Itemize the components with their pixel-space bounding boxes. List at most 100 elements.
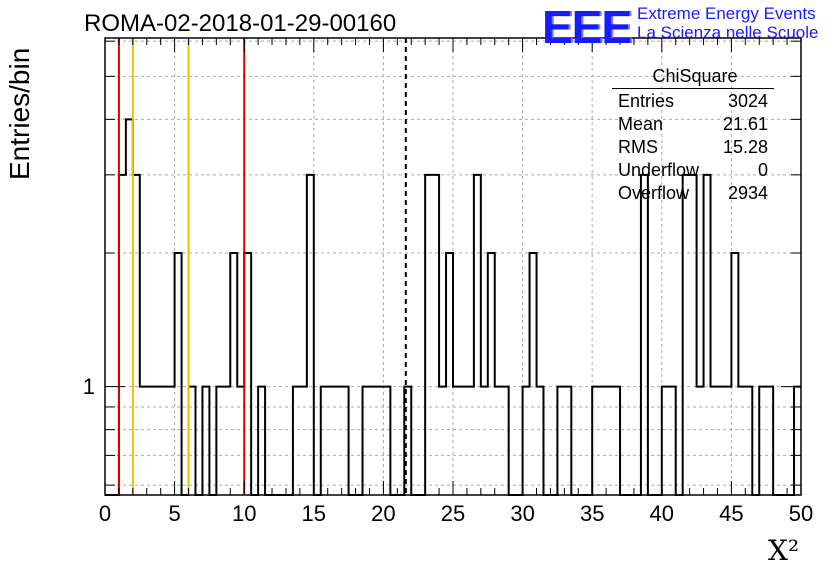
stats-row-underflow: Underflow 0 — [612, 159, 774, 182]
x-tick-label: 45 — [719, 501, 744, 526]
stats-value: 3024 — [727, 91, 768, 111]
x-tick-label: 30 — [510, 501, 535, 526]
histogram-bin — [592, 387, 599, 495]
stats-label: Overflow — [618, 183, 690, 203]
histogram-bin — [481, 387, 488, 495]
histogram-bin — [613, 387, 620, 495]
stats-value: 15.28 — [722, 137, 768, 157]
histogram-bin — [606, 387, 613, 495]
histogram-bin — [745, 387, 752, 495]
stats-title: ChiSquare — [612, 66, 774, 89]
histogram-bin — [230, 253, 237, 495]
histogram-bin — [154, 387, 161, 495]
eee-logo: EEE — [542, 1, 632, 53]
threshold-lines — [117, 38, 407, 495]
histogram-bin — [161, 387, 168, 495]
stats-label: Mean — [618, 114, 664, 134]
histogram-bin — [564, 387, 571, 495]
histogram-bin — [523, 387, 530, 495]
histogram-bin — [683, 175, 690, 495]
histogram-bin — [189, 387, 196, 495]
x-tick-label: 50 — [788, 501, 814, 526]
stats-value: 2934 — [727, 183, 768, 203]
histogram-bin — [300, 387, 307, 495]
logo-tagline-1: Extreme Energy Events — [637, 4, 816, 23]
histogram-bin — [697, 387, 704, 495]
histogram-bin — [202, 387, 209, 495]
x-tick-label: 40 — [649, 501, 675, 526]
histogram-bin — [731, 253, 738, 495]
histogram-bin — [307, 175, 314, 495]
x-tick-label: 0 — [98, 501, 112, 526]
stats-row-mean: Mean 21.61 — [612, 113, 774, 136]
x-tick-label: 20 — [371, 501, 396, 526]
histogram-bin — [738, 387, 745, 495]
y-tick-label: 1 — [82, 373, 95, 399]
histogram-bin — [175, 253, 182, 495]
histogram-series — [105, 118, 801, 496]
x-tick-label: 5 — [168, 501, 181, 526]
histogram-bin — [557, 387, 564, 495]
stats-row-overflow: Overflow 2934 — [612, 182, 774, 205]
histogram-bin — [599, 387, 606, 495]
histogram-bin — [717, 387, 724, 495]
histogram-bin — [662, 387, 669, 495]
histogram-bin — [711, 387, 718, 495]
histogram-bin — [293, 387, 300, 495]
histogram-bin — [690, 175, 697, 495]
histogram-bin — [216, 387, 223, 495]
histogram-bin — [488, 253, 495, 495]
histogram-bin — [669, 387, 676, 495]
histogram-bin — [258, 387, 265, 495]
histogram-bin — [168, 387, 175, 495]
histogram-bin — [147, 387, 154, 495]
histogram-bin — [460, 387, 467, 495]
x-tick-label: 10 — [231, 501, 257, 526]
x-tick-label: 15 — [301, 501, 327, 526]
stats-label: RMS — [618, 137, 658, 157]
stats-box: ChiSquare Entries 3024 Mean 21.61 RMS 15… — [612, 66, 774, 205]
histogram-bin — [363, 387, 370, 495]
histogram-bin — [432, 175, 439, 495]
histogram-bin — [126, 119, 133, 495]
histogram-bin — [369, 387, 376, 495]
stats-value: 0 — [757, 160, 768, 180]
histogram-bin — [537, 387, 544, 495]
histogram-bin — [383, 387, 390, 495]
histogram-bin — [328, 387, 335, 495]
x-axis-label: X² — [768, 534, 800, 567]
stats-label: Entries — [618, 91, 675, 111]
axes-frame — [104, 37, 802, 496]
y-axis-label: Entries/bin — [4, 47, 35, 180]
histogram-bin — [495, 387, 502, 495]
histogram-bin — [244, 253, 251, 495]
logo-tagline-2: La Scienza nelle Scuole — [637, 23, 819, 42]
histogram-bin — [335, 387, 342, 495]
histogram-steps — [105, 118, 801, 496]
histogram-bin — [133, 175, 140, 495]
x-tick-label: 35 — [579, 501, 605, 526]
stats-row-entries: Entries 3024 — [612, 90, 774, 113]
histogram-bin — [140, 387, 147, 495]
histogram-bin — [759, 387, 766, 495]
stats-value: 21.61 — [722, 114, 768, 134]
stats-row-rms: RMS 15.28 — [612, 136, 774, 159]
histogram-bin — [223, 387, 230, 495]
histogram-bin — [376, 387, 383, 495]
histogram-bin — [321, 387, 328, 495]
histogram-bin — [502, 387, 509, 495]
histogram-bin — [641, 175, 648, 495]
histogram-bin — [474, 175, 481, 495]
histogram-bin — [766, 387, 773, 495]
histogram-bin — [794, 387, 801, 495]
histogram-bin — [425, 175, 432, 495]
histogram-bin — [467, 387, 474, 495]
histogram-bin — [446, 253, 453, 495]
histogram-bin — [453, 387, 460, 495]
histogram-bin — [724, 387, 731, 495]
run-title: ROMA-02-2018-01-29-00160 — [84, 10, 397, 37]
histogram-bin — [342, 387, 349, 495]
x-tick-label: 25 — [440, 501, 466, 526]
histogram-bin — [237, 387, 244, 495]
